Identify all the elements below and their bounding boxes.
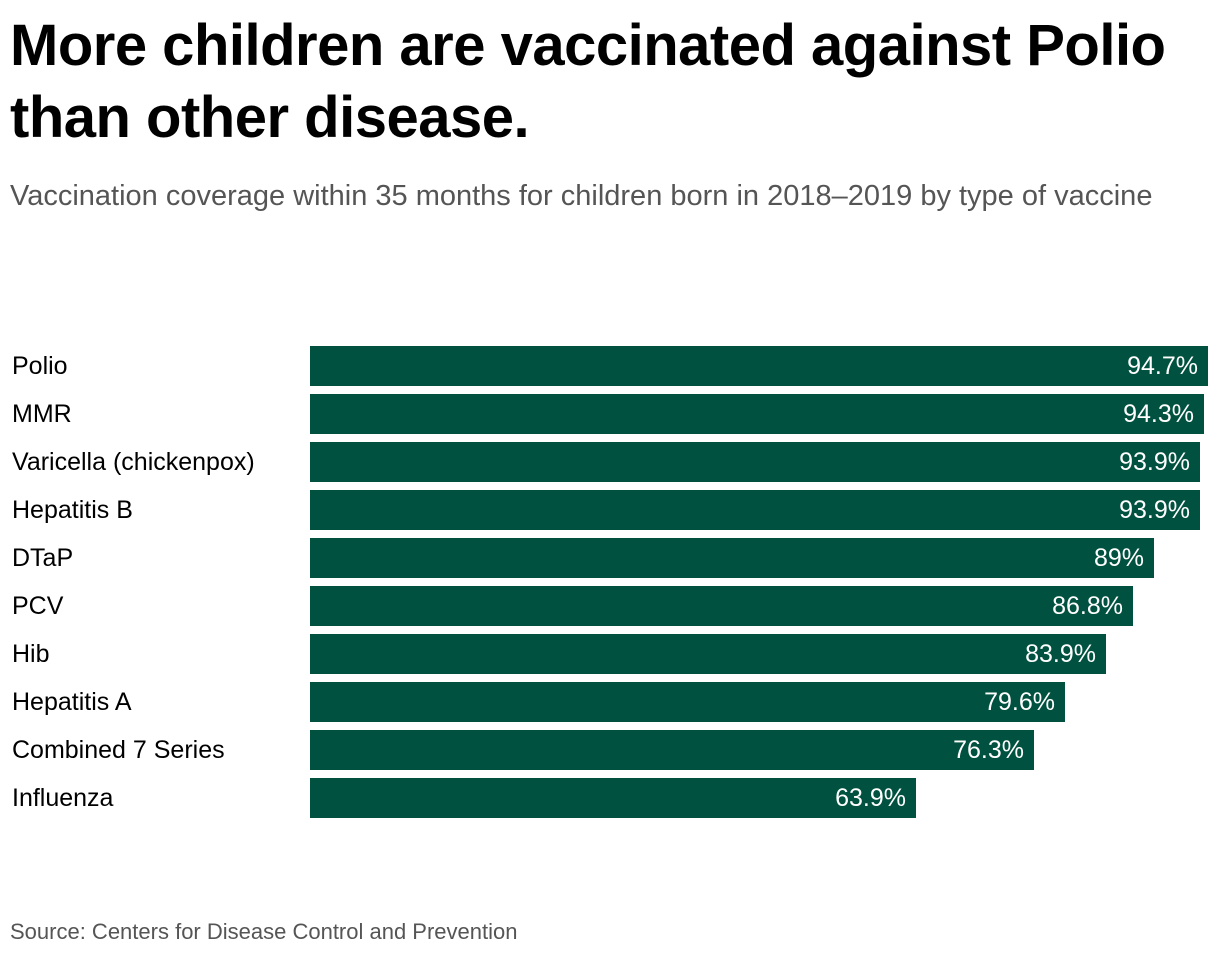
value-label: 83.9% [1025, 640, 1096, 668]
bar: 76.3% [310, 730, 1034, 770]
bar-row: Hepatitis B 93.9% [0, 490, 1220, 530]
bar-chart: Polio 94.7% MMR 94.3% Varicella (chickenpox)… [0, 346, 1220, 826]
bar: 83.9% [310, 634, 1106, 674]
bar: 79.6% [310, 682, 1065, 722]
category-label: Influenza [12, 784, 114, 812]
chart-title: More children are vaccinated against Pol… [10, 13, 1166, 150]
bar-row: Polio 94.7% [0, 346, 1220, 386]
bar: 93.9% [310, 490, 1200, 530]
value-label: 63.9% [835, 784, 906, 812]
bar-row: PCV 86.8% [0, 586, 1220, 626]
bar-row: Varicella (chickenpox) 93.9% [0, 442, 1220, 482]
bar: 89% [310, 538, 1154, 578]
bar-row: Hib 83.9% [0, 634, 1220, 674]
bar: 93.9% [310, 442, 1200, 482]
category-label: MMR [12, 400, 72, 428]
bar-row: Influenza 63.9% [0, 778, 1220, 818]
bar: 63.9% [310, 778, 916, 818]
value-label: 89% [1093, 544, 1144, 572]
value-label: 76.3% [953, 736, 1024, 764]
bar: 86.8% [310, 586, 1133, 626]
category-label: Polio [12, 352, 68, 380]
bar-row: DTaP 89% [0, 538, 1220, 578]
value-label: 93.9% [1119, 448, 1190, 476]
bar: 94.3% [310, 394, 1204, 434]
bar-row: MMR 94.3% [0, 394, 1220, 434]
value-label: 79.6% [984, 688, 1055, 716]
value-label: 94.7% [1127, 352, 1198, 380]
category-label: Varicella (chickenpox) [12, 448, 255, 476]
value-label: 93.9% [1119, 496, 1190, 524]
bar-row: Combined 7 Series 76.3% [0, 730, 1220, 770]
value-label: 94.3% [1123, 400, 1194, 428]
category-label: Hepatitis B [12, 496, 133, 524]
category-label: Hib [12, 640, 50, 668]
category-label: DTaP [12, 544, 74, 572]
value-label: 86.8% [1052, 592, 1123, 620]
category-label: Hepatitis A [12, 688, 132, 716]
source-note: Source: Centers for Disease Control and … [10, 919, 518, 944]
bar-row: Hepatitis A 79.6% [0, 682, 1220, 722]
category-label: Combined 7 Series [12, 736, 225, 764]
category-label: PCV [12, 592, 64, 620]
chart-subtitle: Vaccination coverage within 35 months fo… [10, 180, 1153, 212]
bar: 94.7% [310, 346, 1208, 386]
